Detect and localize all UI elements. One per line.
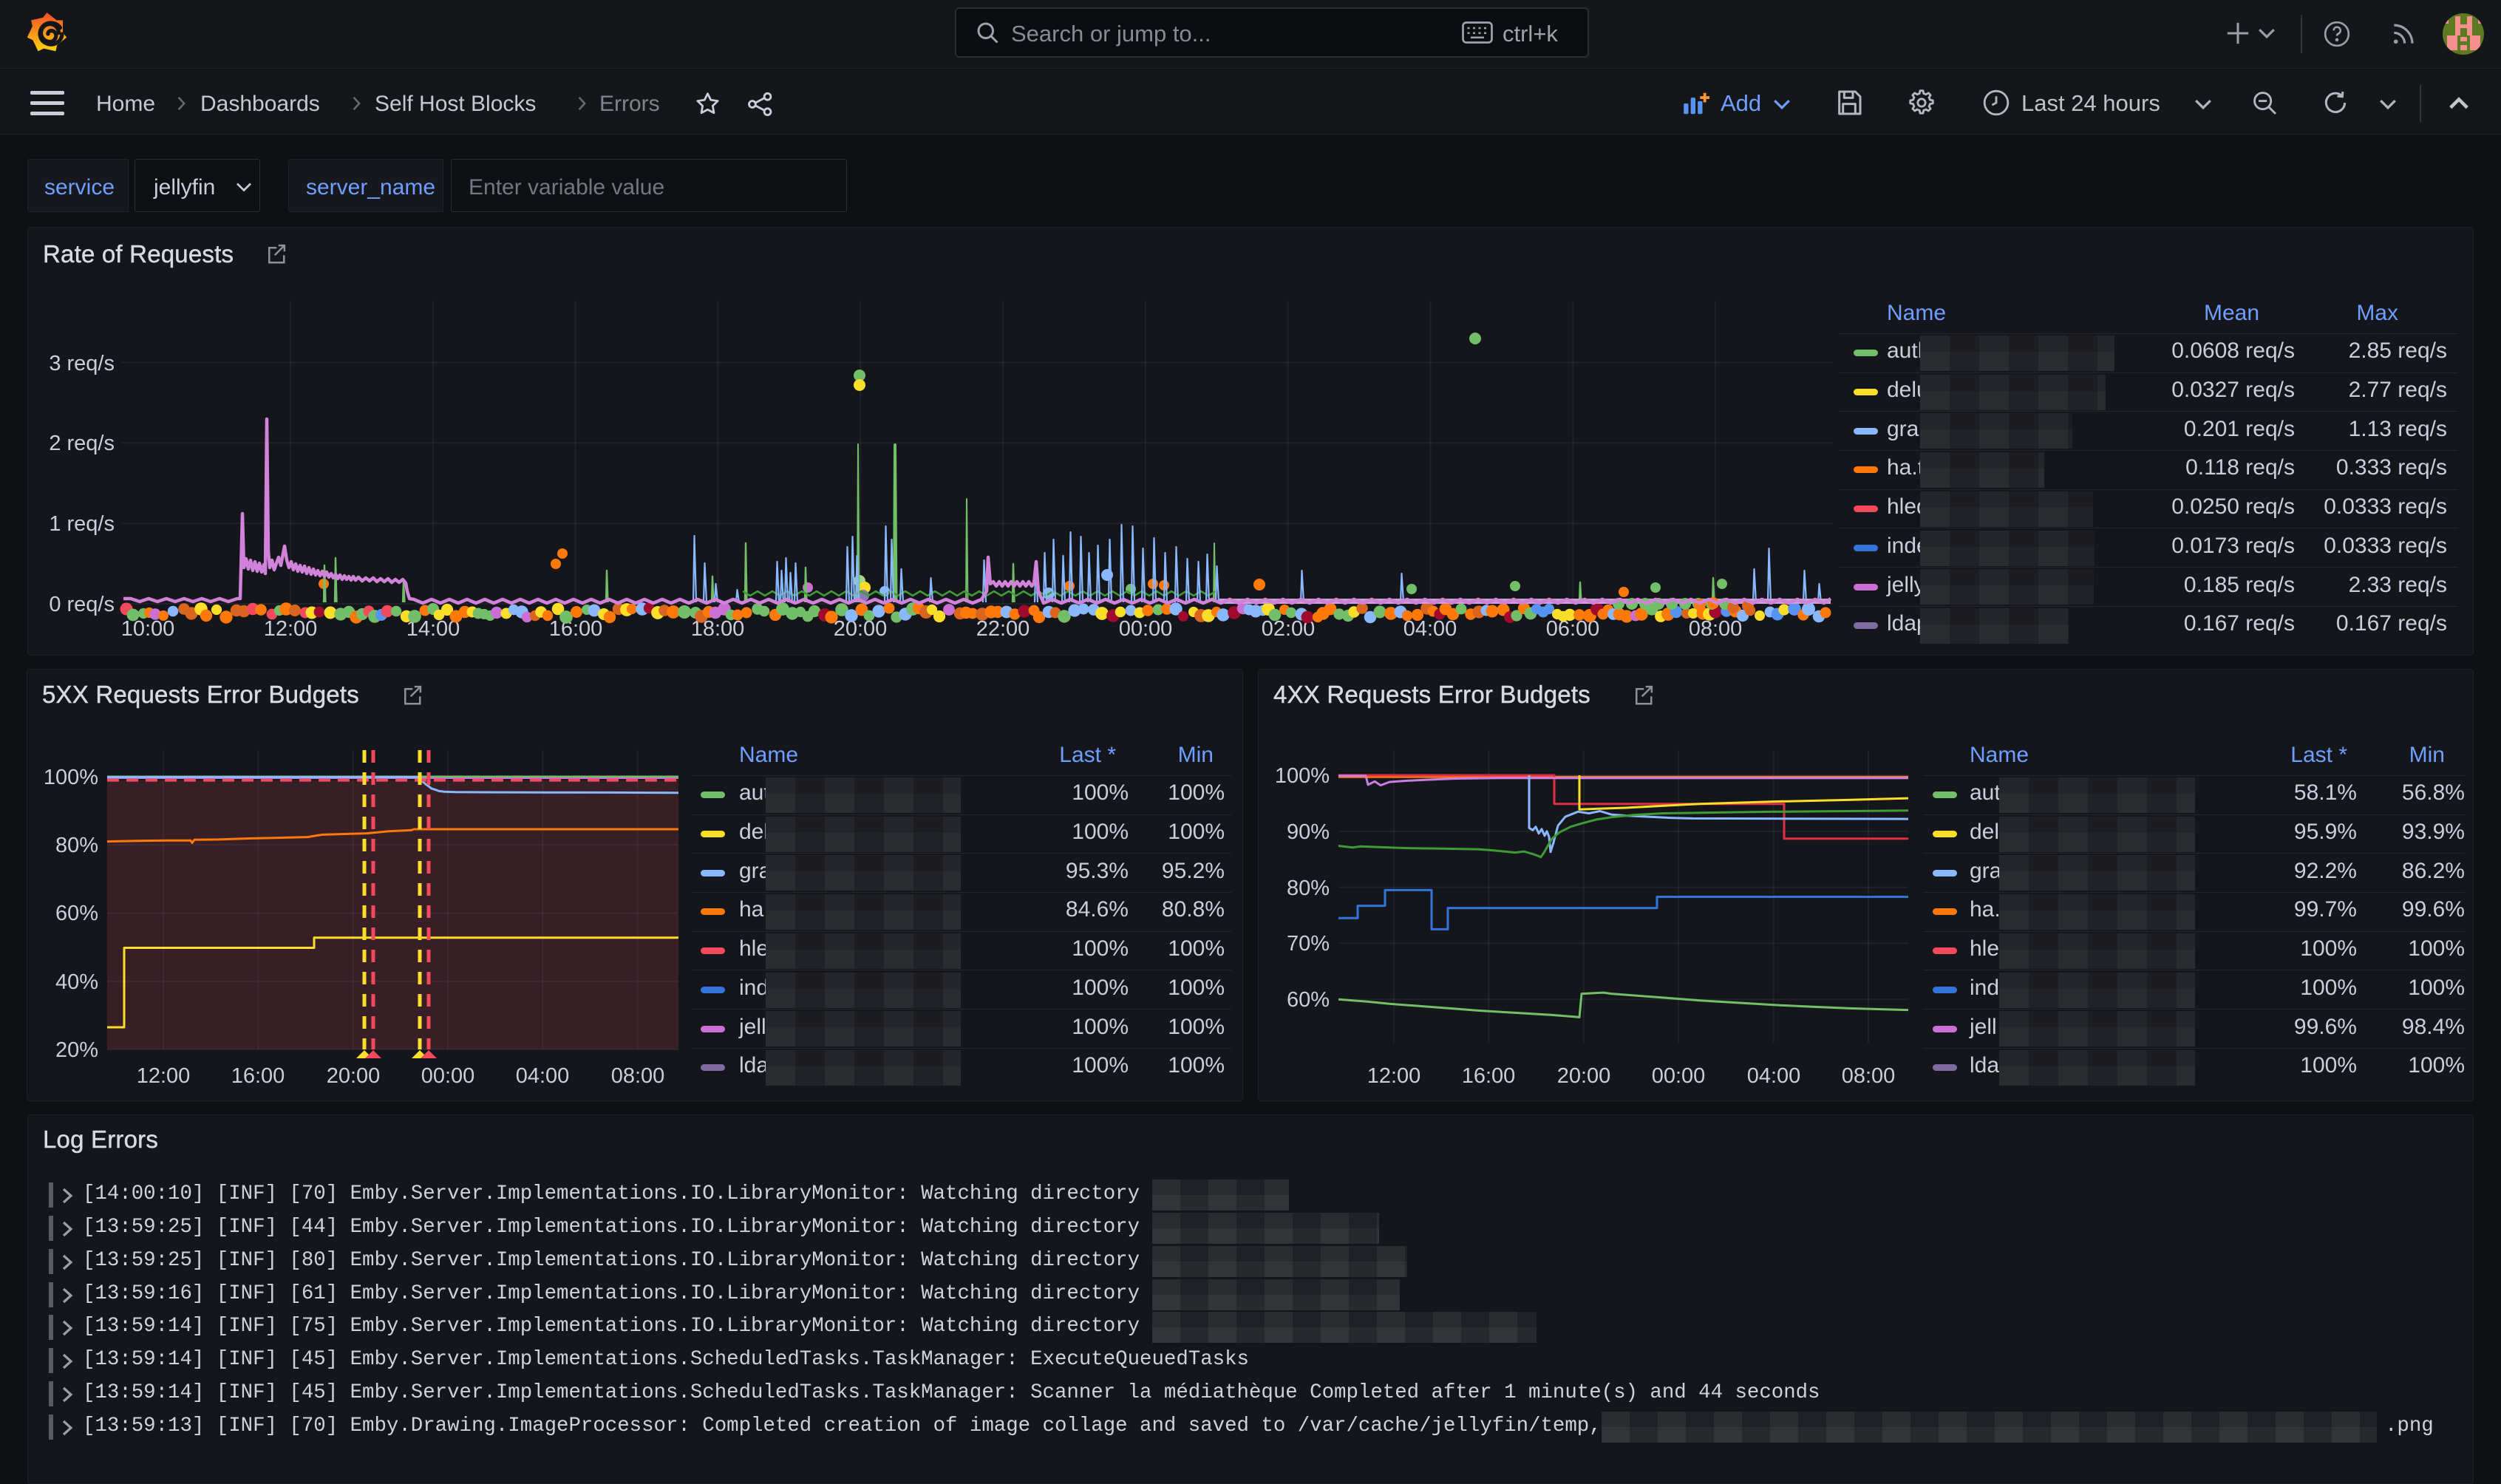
svg-text:04:00: 04:00 <box>516 1064 570 1088</box>
svg-text:10:00: 10:00 <box>121 617 175 641</box>
svg-text:60%: 60% <box>1287 988 1330 1012</box>
svg-text:100%: 100% <box>1275 764 1330 788</box>
svg-text:08:00: 08:00 <box>611 1064 665 1088</box>
svg-text:20%: 20% <box>55 1038 98 1062</box>
svg-text:70%: 70% <box>1287 932 1330 956</box>
svg-text:90%: 90% <box>1287 820 1330 844</box>
svg-text:16:00: 16:00 <box>1462 1064 1516 1088</box>
svg-text:12:00: 12:00 <box>264 617 318 641</box>
svg-text:16:00: 16:00 <box>549 617 603 641</box>
svg-text:12:00: 12:00 <box>1367 1064 1421 1088</box>
svg-text:2 req/s: 2 req/s <box>49 432 115 455</box>
svg-text:60%: 60% <box>55 902 98 925</box>
svg-text:08:00: 08:00 <box>1842 1064 1896 1088</box>
svg-text:80%: 80% <box>55 834 98 857</box>
svg-text:04:00: 04:00 <box>1747 1064 1801 1088</box>
svg-text:20:00: 20:00 <box>834 617 888 641</box>
svg-text:1 req/s: 1 req/s <box>49 512 115 536</box>
svg-text:22:00: 22:00 <box>976 617 1030 641</box>
svg-text:04:00: 04:00 <box>1403 617 1457 641</box>
svg-text:12:00: 12:00 <box>137 1064 191 1088</box>
svg-text:3 req/s: 3 req/s <box>49 352 115 375</box>
svg-text:20:00: 20:00 <box>1557 1064 1611 1088</box>
svg-text:20:00: 20:00 <box>327 1064 381 1088</box>
svg-text:40%: 40% <box>55 970 98 994</box>
svg-text:08:00: 08:00 <box>1689 617 1743 641</box>
svg-text:80%: 80% <box>1287 877 1330 900</box>
svg-text:16:00: 16:00 <box>231 1064 285 1088</box>
svg-text:100%: 100% <box>44 766 98 789</box>
svg-text:00:00: 00:00 <box>421 1064 475 1088</box>
svg-text:00:00: 00:00 <box>1119 617 1173 641</box>
svg-text:0 req/s: 0 req/s <box>49 593 115 616</box>
svg-text:00:00: 00:00 <box>1652 1064 1706 1088</box>
